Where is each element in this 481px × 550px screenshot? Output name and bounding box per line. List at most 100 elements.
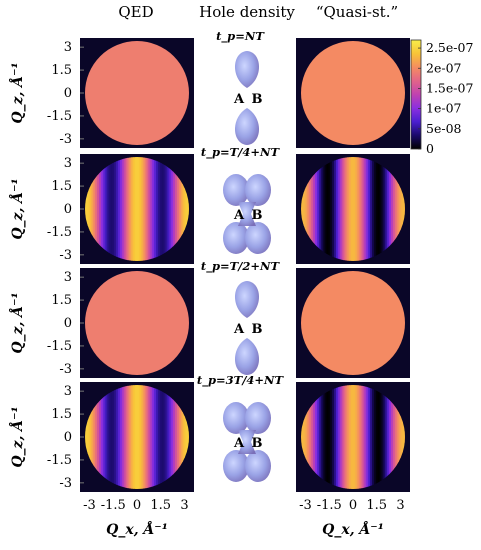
quasi-panel-1-fringe-strip xyxy=(301,157,303,261)
colorbar-tick-label: 2.5e-07 xyxy=(426,40,473,55)
quasi-panel-1-fringe-strip xyxy=(404,157,405,261)
qed-panel-1-fringe-strip xyxy=(104,157,107,261)
quasi-panel-1-fringe-strip xyxy=(370,157,373,261)
qed-panel-1-fringe-strip xyxy=(154,157,157,261)
quasi-panel-1-fringe-strip xyxy=(349,157,352,261)
qed-panel-1-fringe-strip xyxy=(129,157,132,261)
qed-panel-3-fringe-strip xyxy=(150,385,153,489)
quasi-panel-3-fringe-strip xyxy=(305,385,308,489)
qed-panel-3-fringe-strip xyxy=(108,385,111,489)
qed-panel-1-fringe-strip xyxy=(131,157,134,261)
quasi-panel-1 xyxy=(296,154,410,264)
qed-panel-3-fringe-strip xyxy=(100,385,104,489)
qed-panel-3-fringe-strip xyxy=(89,385,92,489)
qed-panel-3-fringe-strip xyxy=(152,385,155,489)
quasi-panel-3-fringe-strip xyxy=(301,385,304,489)
qed-panel-1-fringe-strip xyxy=(138,157,142,261)
y-tick-label: 3 xyxy=(64,40,72,55)
quasi-panel-1-fringe-strip xyxy=(398,157,401,261)
qed-panel-3-fringe-strip xyxy=(123,385,126,489)
quasi-panel-1-fringe-strip xyxy=(400,157,403,261)
time-label-1: t_p=T/4+NT xyxy=(201,145,281,160)
x-axis-label-1: Q_x, Å⁻¹ xyxy=(322,520,384,538)
quasi-panel-3-fringe-strip xyxy=(313,385,316,489)
qed-panel-3-fringe-strip xyxy=(133,385,136,489)
qed-panel-1-fringe-strip xyxy=(123,157,126,261)
qed-panel-1-fringe-strip xyxy=(135,157,138,261)
quasi-panel-3-fringe-strip xyxy=(381,385,384,489)
qed-panel-1-fringe-strip xyxy=(182,157,185,261)
y-tick-label: -3 xyxy=(59,132,72,147)
qed-panel-1-fringe-strip xyxy=(167,157,170,261)
quasi-panel-1-fringe-strip xyxy=(385,157,388,261)
qed-panel-1-fringe-strip xyxy=(127,157,130,261)
quasi-panel-1-fringe-strip xyxy=(305,157,308,261)
hole-lobe-upper xyxy=(234,281,260,318)
qed-panel-3-fringe-strip xyxy=(165,385,168,489)
quasi-panel-3-fringe-strip xyxy=(324,385,327,489)
quasi-panel-3-fringe-strip xyxy=(351,385,354,489)
column-title-qed: QED xyxy=(118,3,153,21)
quasi-panel-1-fringe-strip xyxy=(309,157,312,261)
quasi-panel-3-fringe-strip xyxy=(307,385,310,489)
qed-panel-1-fringe-strip xyxy=(85,157,88,261)
qed-panel-3-fringe-strip xyxy=(178,385,182,489)
qed-panel-1-fringe-strip xyxy=(112,157,115,261)
x-tick-label: 0 xyxy=(133,498,141,513)
colorbar-gradient xyxy=(410,39,422,150)
qed-panel-1-fringe-strip xyxy=(118,157,121,261)
quasi-panel-1-fringe-strip xyxy=(334,157,337,261)
y-tick-label: -1.5 xyxy=(47,339,72,354)
hole-lobe-3 xyxy=(245,450,271,482)
quasi-panel-1-fringe-strip xyxy=(364,157,367,261)
qed-panel-1-fringe-strip xyxy=(184,157,187,261)
qed-panel-3-fringe-strip xyxy=(182,385,185,489)
qed-panel-1-fringe-strip xyxy=(89,157,92,261)
qed-panel-1-fringe-strip xyxy=(180,157,183,261)
time-label-3: t_p=3T/4+NT xyxy=(197,373,285,388)
quasi-panel-3-fringe-strip xyxy=(398,385,401,489)
quasi-panel-1-fringe-strip xyxy=(402,157,405,261)
qed-panel-3-fringe-strip xyxy=(125,385,128,489)
quasi-panel-1-fringe-strip xyxy=(381,157,384,261)
quasi-panel-1-fringe-strip xyxy=(347,157,350,261)
qed-panel-1-fringe-strip xyxy=(87,157,90,261)
quasi-panel-3-fringe-strip xyxy=(343,385,346,489)
qed-panel-1-fringe-strip xyxy=(146,157,149,261)
y-tick-label: 0 xyxy=(64,316,72,331)
qed-panel-0 xyxy=(80,38,194,148)
quasi-panel-1-fringe-strip xyxy=(389,157,392,261)
quasi-panel-3-fringe-strip xyxy=(311,385,314,489)
atom-label-a: A xyxy=(233,92,245,107)
quasi-panel-3-fringe-strip xyxy=(303,385,306,489)
hole-lobe-2 xyxy=(223,222,249,254)
y-tick-label: 0 xyxy=(64,430,72,445)
qed-panel-1-fringe-strip xyxy=(125,157,128,261)
quasi-panel-1-fringe-strip xyxy=(311,157,314,261)
hole-lobe-0 xyxy=(223,402,249,434)
quasi-panel-3-fringe-strip xyxy=(375,385,379,489)
quasi-panel-1-fringe-strip xyxy=(343,157,346,261)
qed-panel-1-fringe-strip xyxy=(85,157,87,261)
quasi-panel-3-fringe-strip xyxy=(402,385,405,489)
qed-panel-3-fringe-strip xyxy=(186,385,189,489)
qed-panel-1-fringe-strip xyxy=(102,157,106,261)
hole-lobe-1 xyxy=(245,402,271,434)
quasi-panel-1-fringe-strip xyxy=(362,157,365,261)
qed-panel-1-fringe-strip xyxy=(176,157,180,261)
quasi-panel-3-fringe-strip xyxy=(320,385,323,489)
x-tick-label: 0 xyxy=(349,498,357,513)
time-label-0: t_p=NT xyxy=(216,29,265,44)
hole-lobe-lower xyxy=(234,108,260,145)
qed-panel-3-fringe-strip xyxy=(144,385,147,489)
qed-panel-1-fringe-strip xyxy=(161,157,164,261)
hole-lobe-2 xyxy=(223,450,249,482)
quasi-panel-1-fringe-strip xyxy=(373,157,377,261)
qed-panel-1-fringe-strip xyxy=(116,157,119,261)
quasi-panel-1-fringe-strip xyxy=(328,157,331,261)
qed-panel-3-fringe-strip xyxy=(148,385,151,489)
atom-label-b: B xyxy=(252,436,263,451)
quasi-panel-3-fringe-strip xyxy=(356,385,360,489)
